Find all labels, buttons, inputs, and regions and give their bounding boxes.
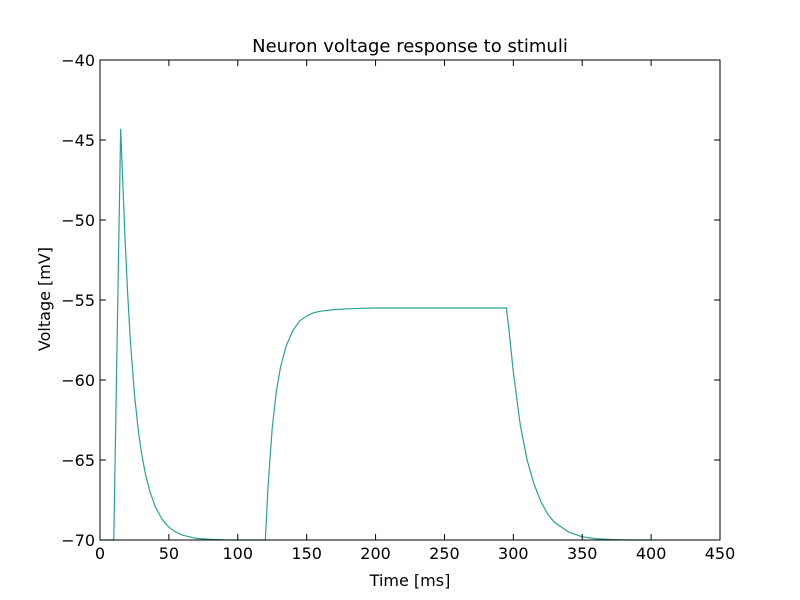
y-tick-label: −65 (61, 451, 95, 470)
y-tick-label: −55 (61, 291, 95, 310)
x-tick-label: 100 (223, 544, 254, 563)
y-tick-label: −40 (61, 51, 95, 70)
x-tick-label: 450 (705, 544, 736, 563)
x-tick-label: 300 (498, 544, 529, 563)
y-tick-label: −60 (61, 371, 95, 390)
x-tick-label: 150 (291, 544, 322, 563)
x-tick-label: 50 (159, 544, 179, 563)
x-tick-label: 350 (567, 544, 598, 563)
series-line-0 (100, 128, 652, 541)
x-axis-label: Time [ms] (369, 571, 451, 590)
x-tick-label: 400 (636, 544, 667, 563)
y-axis-label: Voltage [mV] (35, 247, 54, 351)
y-tick-label: −45 (61, 131, 95, 150)
chart-title: Neuron voltage response to stimuli (252, 36, 568, 57)
x-tick-label: 200 (360, 544, 391, 563)
y-tick-label: −50 (61, 211, 95, 230)
x-tick-label: 250 (429, 544, 460, 563)
y-tick-label: −70 (61, 531, 95, 550)
x-tick-label: 0 (95, 544, 105, 563)
plot-area: 0 50 100 150 200 250 300 350 400 450 −40 −45 −50 −55 −… (61, 51, 735, 563)
